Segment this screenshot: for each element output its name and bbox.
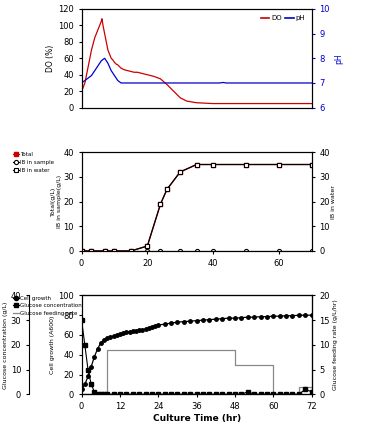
- Y-axis label: DO (%): DO (%): [46, 45, 55, 72]
- Y-axis label: Glucose feeding rate (g/L/hr): Glucose feeding rate (g/L/hr): [332, 299, 338, 390]
- Y-axis label: IB in water: IB in water: [331, 185, 336, 218]
- Y-axis label: Total(g/L)
IB in sample(g/L): Total(g/L) IB in sample(g/L): [51, 175, 62, 228]
- X-axis label: Culture Time (hr): Culture Time (hr): [152, 414, 241, 423]
- Legend: Cell growth, Glucose concentration, Glucose feeding rate: Cell growth, Glucose concentration, Gluc…: [11, 293, 84, 318]
- Legend: DO, pH: DO, pH: [258, 12, 308, 24]
- Legend: Total, IB in sample, IB in water: Total, IB in sample, IB in water: [11, 150, 56, 175]
- Y-axis label: Glucose concentration (g/L): Glucose concentration (g/L): [3, 301, 8, 389]
- Y-axis label: pH: pH: [334, 53, 343, 64]
- Y-axis label: Cell growth (A600): Cell growth (A600): [50, 316, 55, 374]
